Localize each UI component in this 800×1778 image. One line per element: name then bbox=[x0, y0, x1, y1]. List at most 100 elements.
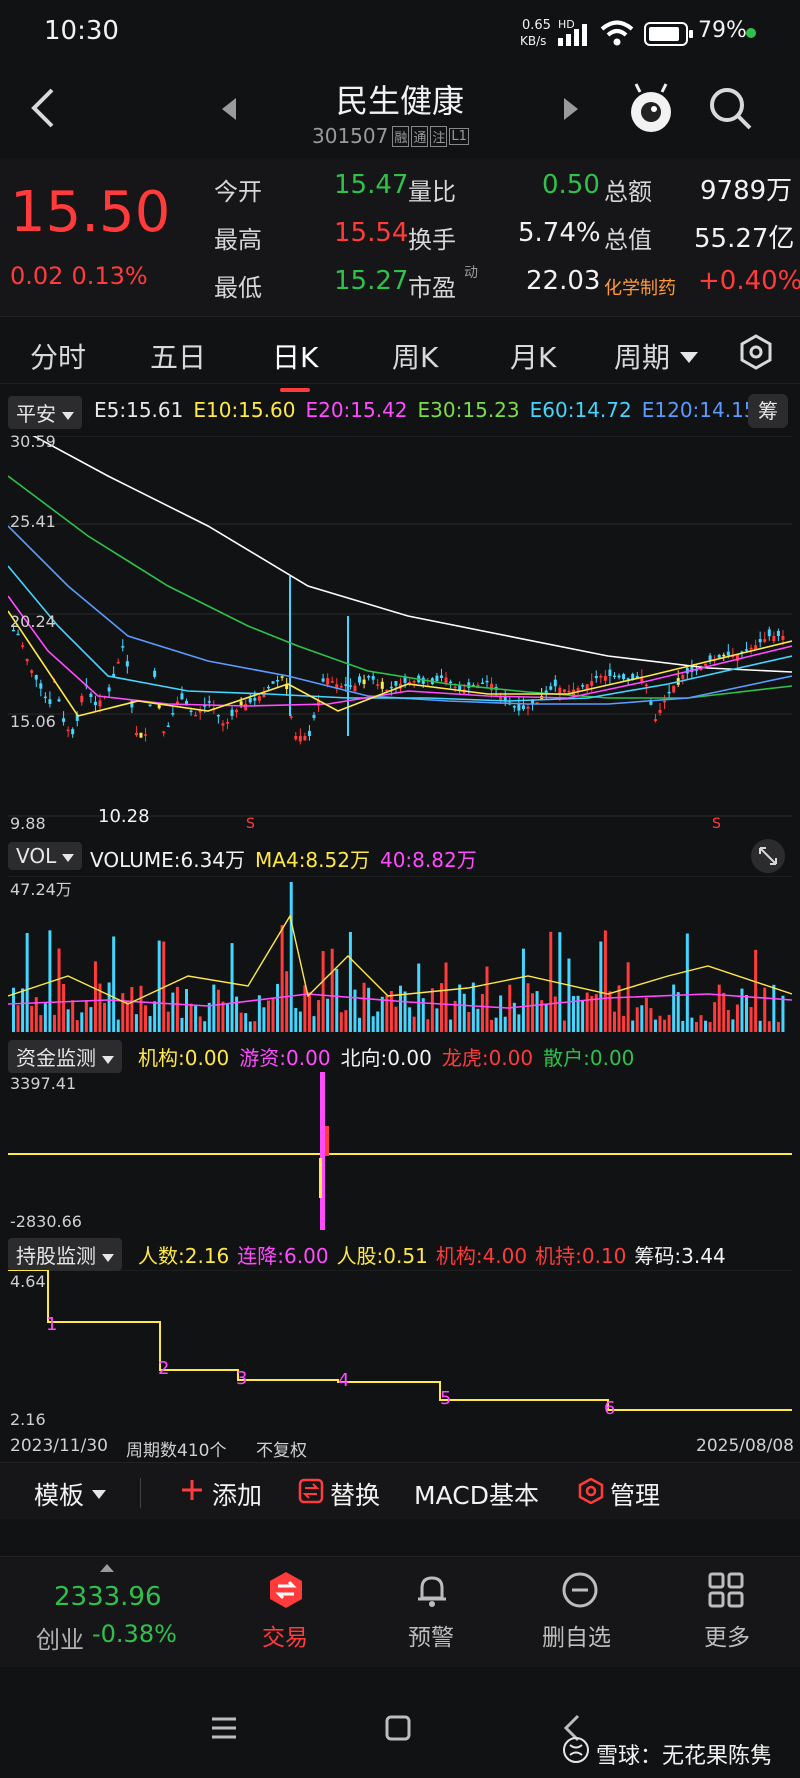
vol-bar bbox=[207, 1002, 211, 1032]
badge-tong: 通 bbox=[411, 125, 429, 147]
nav-trade[interactable]: 交易 bbox=[262, 1625, 308, 1651]
funds-chip-label: 资金监测 bbox=[16, 1046, 96, 1070]
vol-bar bbox=[494, 1017, 498, 1032]
kline-candle bbox=[21, 645, 25, 647]
tab-five-day[interactable]: 五日 bbox=[150, 341, 207, 374]
vol-bar bbox=[553, 996, 557, 1032]
vol-bar bbox=[471, 982, 475, 1032]
tab-weekly-k[interactable]: 周K bbox=[392, 341, 439, 374]
vol-bar bbox=[34, 997, 38, 1032]
search-icon[interactable] bbox=[708, 86, 754, 132]
kline-candle bbox=[663, 700, 667, 703]
kline-candle bbox=[685, 667, 689, 674]
chip-distribution-button[interactable]: 筹 bbox=[748, 394, 788, 428]
kline-candle bbox=[93, 701, 97, 706]
macd-basic-button[interactable]: MACD基本 bbox=[414, 1481, 539, 1510]
kline-candle bbox=[189, 710, 193, 713]
kline-candle bbox=[503, 696, 507, 702]
index-value[interactable]: 2333.96 bbox=[54, 1582, 162, 1612]
vol-bar bbox=[16, 1005, 20, 1032]
kline-candle bbox=[549, 686, 553, 690]
vol-ma4-line bbox=[8, 914, 792, 1005]
kline-candle bbox=[367, 676, 371, 678]
vol-ma40-line bbox=[8, 993, 792, 1009]
nav-alert[interactable]: 预警 bbox=[408, 1625, 454, 1651]
vol-bar bbox=[203, 1021, 207, 1032]
vol-bar bbox=[631, 1020, 635, 1032]
vol-bar bbox=[590, 996, 594, 1032]
index-change: -0.38% bbox=[92, 1620, 177, 1648]
kline-candle bbox=[776, 630, 780, 636]
vol-bar bbox=[175, 986, 179, 1032]
vol-bar bbox=[635, 1007, 639, 1032]
menu-icon[interactable] bbox=[210, 1714, 238, 1742]
vol-bar bbox=[699, 1015, 703, 1032]
holders-chip[interactable]: 持股监测 bbox=[8, 1238, 122, 1271]
ma-e30: E30:15.23 bbox=[417, 398, 520, 422]
settings-hex-icon[interactable] bbox=[738, 334, 774, 370]
template-button[interactable]: 模板 bbox=[34, 1481, 85, 1510]
mascot-icon[interactable] bbox=[626, 80, 676, 136]
funds-chip[interactable]: 资金监测 bbox=[8, 1040, 122, 1073]
vol-bar bbox=[749, 1007, 753, 1032]
vol-legend: VOLUME:6.34万 MA4:8.52万 40:8.82万 bbox=[90, 844, 477, 873]
kline-candle bbox=[576, 688, 580, 691]
add-button[interactable]: 添加 bbox=[212, 1481, 263, 1510]
home-square-icon[interactable] bbox=[384, 1714, 412, 1742]
label-open: 今开 bbox=[214, 178, 262, 206]
vol-bar bbox=[257, 995, 261, 1032]
vol-bar bbox=[426, 1019, 430, 1032]
vol-bar bbox=[71, 1000, 75, 1032]
vol-bar bbox=[134, 1014, 138, 1032]
next-stock-icon[interactable] bbox=[562, 98, 578, 120]
kline-candle bbox=[139, 732, 143, 738]
kline-candle bbox=[517, 703, 521, 711]
kline-candle bbox=[34, 674, 38, 680]
kline-candle bbox=[39, 683, 43, 689]
nav-remove-watchlist[interactable]: 删自选 bbox=[542, 1625, 611, 1651]
tab-intraday[interactable]: 分时 bbox=[30, 341, 87, 374]
kline-candle bbox=[266, 686, 270, 689]
vol-max-label: 47.24万 bbox=[10, 880, 72, 899]
vol-bar bbox=[376, 1011, 380, 1032]
kline-candle bbox=[544, 690, 548, 695]
vol-bar bbox=[189, 1003, 193, 1032]
vol-bar bbox=[52, 1014, 56, 1032]
tab-period[interactable]: 周期 bbox=[614, 341, 671, 374]
kline-candle bbox=[248, 697, 252, 703]
kline-candle bbox=[403, 676, 407, 683]
kline-candle bbox=[371, 676, 375, 680]
kline-candle bbox=[740, 651, 744, 654]
vol-bar bbox=[153, 1001, 157, 1032]
prev-stock-icon[interactable] bbox=[222, 98, 238, 120]
nav-more[interactable]: 更多 bbox=[704, 1625, 750, 1651]
index-expand-icon[interactable] bbox=[100, 1564, 114, 1572]
kline-candle bbox=[43, 696, 47, 699]
ma-legend: E5:15.61 E10:15.60 E20:15.42 E30:15.23 E… bbox=[94, 398, 773, 422]
tab-monthly-k[interactable]: 月K bbox=[510, 341, 557, 374]
vol-bar bbox=[521, 948, 525, 1032]
vol-bar bbox=[326, 998, 330, 1032]
expand-icon[interactable] bbox=[750, 838, 786, 874]
system-back-icon[interactable] bbox=[560, 1714, 584, 1742]
kline-candle bbox=[185, 700, 189, 706]
stock-code-row: 301507 融 通 注 L1 bbox=[312, 124, 469, 148]
vol-bar bbox=[84, 1000, 88, 1032]
kline-candle bbox=[307, 730, 311, 736]
volume-chart bbox=[8, 876, 792, 1032]
kline-candle bbox=[335, 684, 339, 689]
vol-chip[interactable]: VOL bbox=[8, 842, 83, 870]
kline-candle bbox=[521, 705, 525, 710]
replace-button[interactable]: 替换 bbox=[330, 1481, 381, 1510]
adjust-chip[interactable]: 平安 bbox=[8, 396, 82, 429]
kline-candle bbox=[321, 678, 325, 682]
back-icon[interactable] bbox=[28, 86, 58, 130]
tab-daily-k[interactable]: 日K bbox=[272, 336, 318, 392]
label-sector[interactable]: 化学制药 bbox=[604, 278, 676, 299]
kline-candle bbox=[749, 647, 753, 650]
ma-e120: E120:14.15 bbox=[641, 398, 757, 422]
kline-chart[interactable] bbox=[8, 436, 792, 836]
vol-bar bbox=[344, 1010, 348, 1032]
manage-button[interactable]: 管理 bbox=[610, 1481, 661, 1510]
vol-bar bbox=[330, 948, 334, 1032]
